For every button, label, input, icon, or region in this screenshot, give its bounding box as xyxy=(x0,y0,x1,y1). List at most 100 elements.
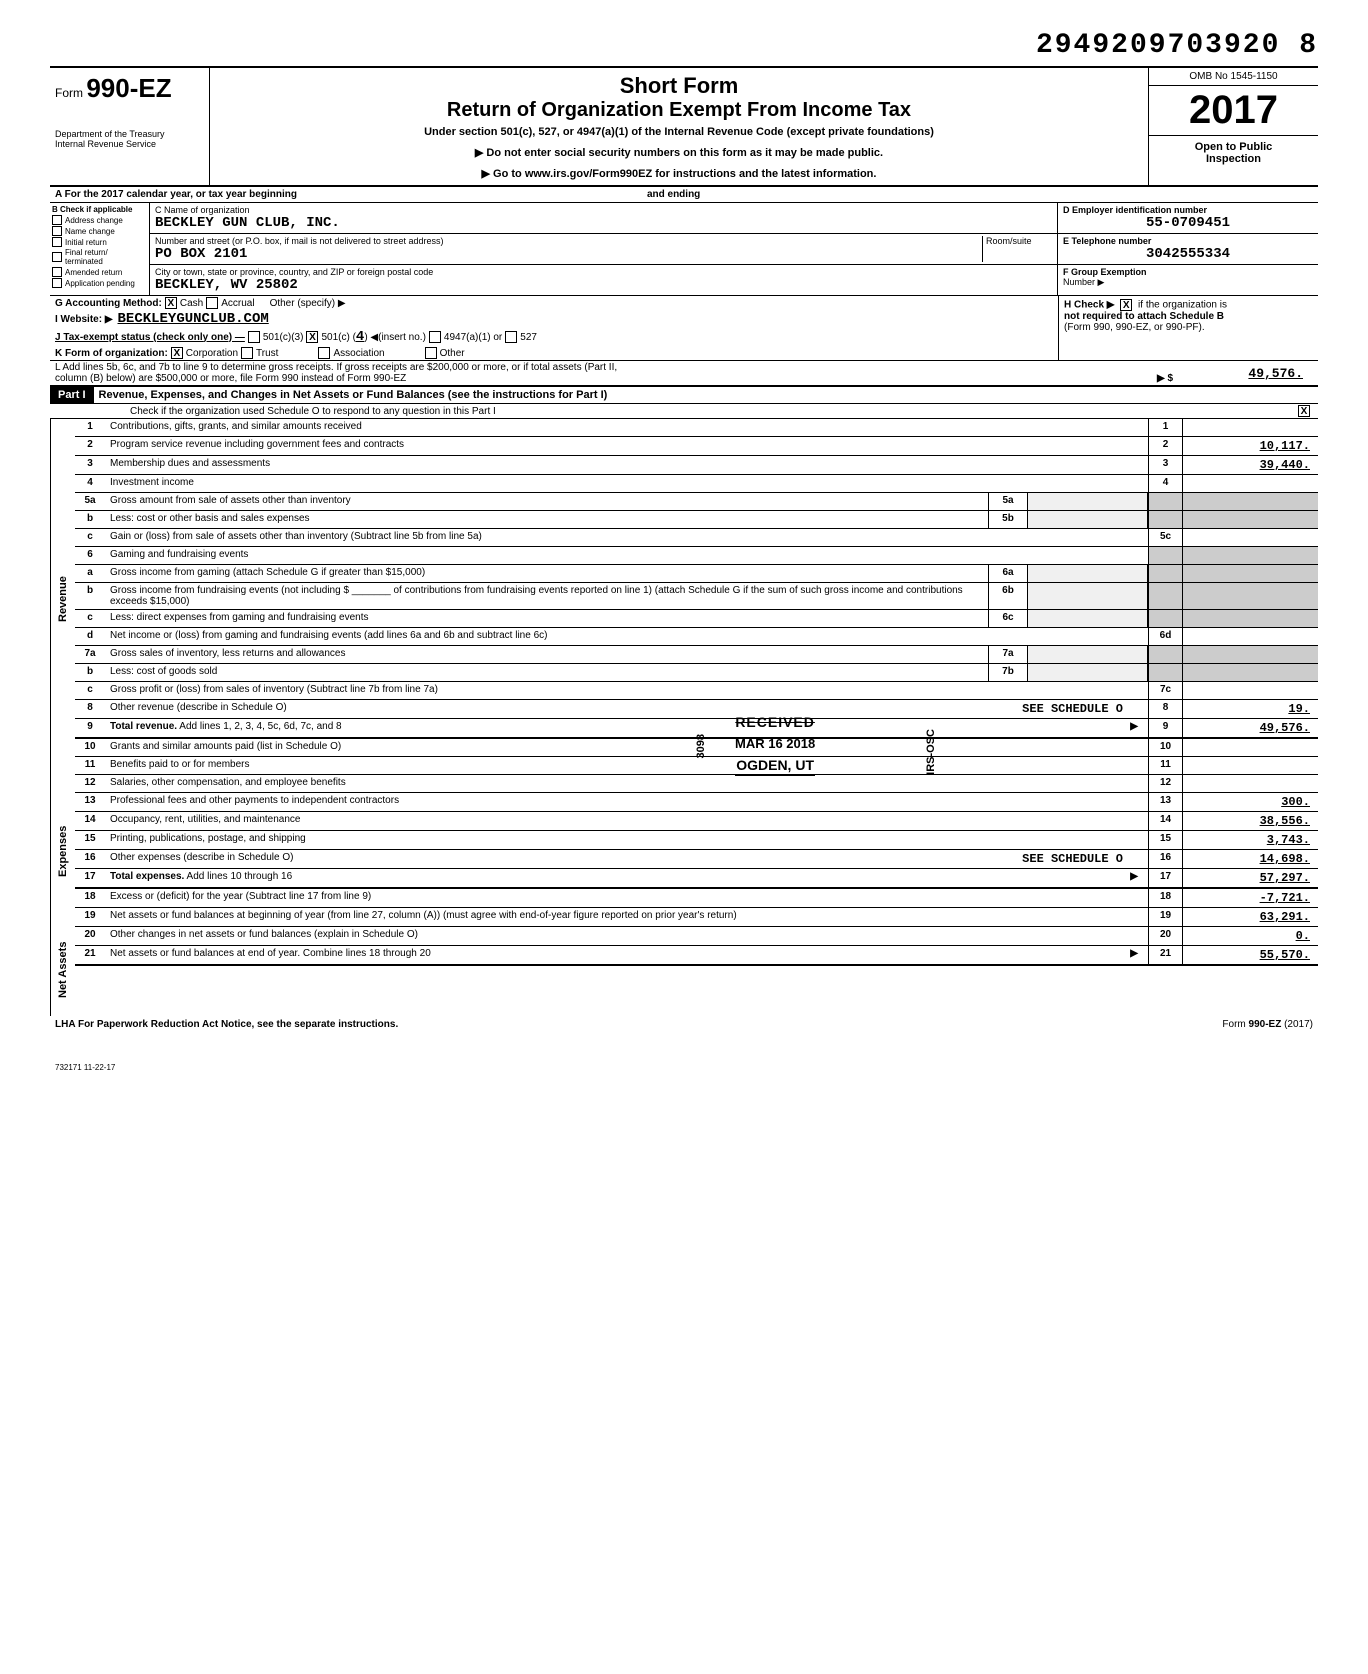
line-g: G Accounting Method: XCash Accrual Other… xyxy=(50,296,1058,310)
table-row: 6Gaming and fundraising events xyxy=(75,547,1318,565)
line-l-amount: 49,576. xyxy=(1173,366,1313,381)
lbl-527: 527 xyxy=(520,332,537,343)
mid-box: 6a xyxy=(988,565,1028,582)
name-label: C Name of organization xyxy=(155,205,1052,215)
lbl-501c3: 501(c)(3) xyxy=(263,332,304,343)
line-number: 3 xyxy=(75,456,105,474)
stamp-location: OGDEN, UT xyxy=(735,757,815,776)
val-box: 57,297. xyxy=(1183,869,1318,887)
table-row: bLess: cost or other basis and sales exp… xyxy=(75,511,1318,529)
chk-accrual[interactable] xyxy=(206,297,218,309)
chk-amended[interactable] xyxy=(52,267,62,277)
line-desc: Occupancy, rent, utilities, and maintena… xyxy=(105,812,1148,830)
chk-501c[interactable]: X xyxy=(306,331,318,343)
part-i-check-text: Check if the organization used Schedule … xyxy=(130,406,496,417)
subtitle: Under section 501(c), 527, or 4947(a)(1)… xyxy=(220,126,1138,138)
line-desc: Gross amount from sale of assets other t… xyxy=(105,493,988,510)
main-table: Revenue Expenses Net Assets 1Contributio… xyxy=(50,419,1318,1016)
chk-name[interactable] xyxy=(52,226,62,236)
num-box: 5c xyxy=(1148,529,1183,546)
num-box: 19 xyxy=(1148,908,1183,926)
chk-corp[interactable]: X xyxy=(171,347,183,359)
mid-val xyxy=(1028,511,1148,528)
chk-pending[interactable] xyxy=(52,278,62,288)
val-box: 0. xyxy=(1183,927,1318,945)
chk-address[interactable] xyxy=(52,215,62,225)
line-number: 9 xyxy=(75,719,105,737)
chk-assoc[interactable] xyxy=(318,347,330,359)
chk-final[interactable] xyxy=(52,252,62,262)
chk-other-org[interactable] xyxy=(425,347,437,359)
insert-num: 4 xyxy=(356,329,364,345)
val-box xyxy=(1183,739,1318,756)
footer-code: 732171 11-22-17 xyxy=(50,1063,1318,1072)
chk-schedule-o[interactable]: X xyxy=(1298,405,1310,417)
line-number: 5a xyxy=(75,493,105,510)
chk-cash[interactable]: X xyxy=(165,297,177,309)
line-extra: SEE SCHEDULE O xyxy=(1022,852,1123,866)
num-box: 2 xyxy=(1148,437,1183,455)
lbl-assoc: Association xyxy=(333,348,384,359)
omb-number: OMB No 1545-1150 xyxy=(1149,68,1318,86)
street-label: Number and street (or P.O. box, if mail … xyxy=(155,236,982,246)
line-desc: Gross income from fundraising events (no… xyxy=(105,583,988,609)
num-box: 21 xyxy=(1148,946,1183,964)
table-row: cGross profit or (loss) from sales of in… xyxy=(75,682,1318,700)
line-desc: Printing, publications, postage, and shi… xyxy=(105,831,1148,849)
form-number-label: 990-EZ xyxy=(86,73,171,103)
num-box: 7c xyxy=(1148,682,1183,699)
mid-box: 7a xyxy=(988,646,1028,663)
chk-trust[interactable] xyxy=(241,347,253,359)
instr-ssn: ▶ Do not enter social security numbers o… xyxy=(220,146,1138,159)
line-number: 4 xyxy=(75,475,105,492)
line-desc: Net income or (loss) from gaming and fun… xyxy=(105,628,1148,645)
lbl-address: Address change xyxy=(65,216,123,225)
chk-initial[interactable] xyxy=(52,237,62,247)
chk-501c3[interactable] xyxy=(248,331,260,343)
line-desc: Professional fees and other payments to … xyxy=(105,793,1148,811)
open-public-1: Open to Public xyxy=(1154,141,1313,153)
line-j: J Tax-exempt status (check only one) — 5… xyxy=(50,328,1058,346)
line-desc: Gross sales of inventory, less returns a… xyxy=(105,646,988,663)
table-row: 16Other expenses (describe in Schedule O… xyxy=(75,850,1318,869)
city-label: City or town, state or province, country… xyxy=(155,267,1052,277)
line-i: I Website: ▶ BECKLEYGUNCLUB.COM xyxy=(50,310,1058,328)
val-box-empty xyxy=(1183,547,1318,564)
num-box-shaded xyxy=(1148,583,1183,609)
val-box-shaded xyxy=(1183,511,1318,528)
org-name: BECKLEY GUN CLUB, INC. xyxy=(155,215,1052,231)
line-number: 19 xyxy=(75,908,105,926)
val-box: 19. xyxy=(1183,700,1318,718)
lbl-accrual: Accrual xyxy=(221,298,254,309)
chk-4947[interactable] xyxy=(429,331,441,343)
chk-527[interactable] xyxy=(505,331,517,343)
line-l-text2: column (B) below) are $500,000 or more, … xyxy=(55,373,406,384)
instr-website: ▶ Go to www.irs.gov/Form990EZ for instru… xyxy=(220,167,1138,180)
table-row: 8Other revenue (describe in Schedule O)S… xyxy=(75,700,1318,719)
section-c-col: C Name of organization BECKLEY GUN CLUB,… xyxy=(150,203,1058,295)
val-box: 14,698. xyxy=(1183,850,1318,868)
num-box-shaded xyxy=(1148,610,1183,627)
part-i-title: Revenue, Expenses, and Changes in Net As… xyxy=(94,387,1318,403)
mid-val xyxy=(1028,493,1148,510)
val-box xyxy=(1183,628,1318,645)
num-box: 6d xyxy=(1148,628,1183,645)
line-number: 13 xyxy=(75,793,105,811)
line-desc: Net assets or fund balances at end of ye… xyxy=(105,946,1148,964)
num-box: 12 xyxy=(1148,775,1183,792)
dept-irs: Internal Revenue Service xyxy=(55,139,204,149)
num-box: 14 xyxy=(1148,812,1183,830)
table-row: 21Net assets or fund balances at end of … xyxy=(75,946,1318,964)
expense-section: 10Grants and similar amounts paid (list … xyxy=(75,737,1318,887)
chk-h[interactable]: X xyxy=(1120,299,1132,311)
lbl-insert: ) ◀(insert no.) xyxy=(364,332,426,343)
val-box-shaded xyxy=(1183,565,1318,582)
mid-val xyxy=(1028,565,1148,582)
line-number: 11 xyxy=(75,757,105,774)
line-desc: Contributions, gifts, grants, and simila… xyxy=(105,419,1148,436)
section-b-header: B Check if applicable xyxy=(52,205,147,214)
line-h-label: H Check ▶ xyxy=(1064,300,1114,311)
netasset-section: 18Excess or (deficit) for the year (Subt… xyxy=(75,887,1318,966)
num-box-shaded xyxy=(1148,646,1183,663)
line-l: L Add lines 5b, 6c, and 7b to line 9 to … xyxy=(50,361,1318,386)
